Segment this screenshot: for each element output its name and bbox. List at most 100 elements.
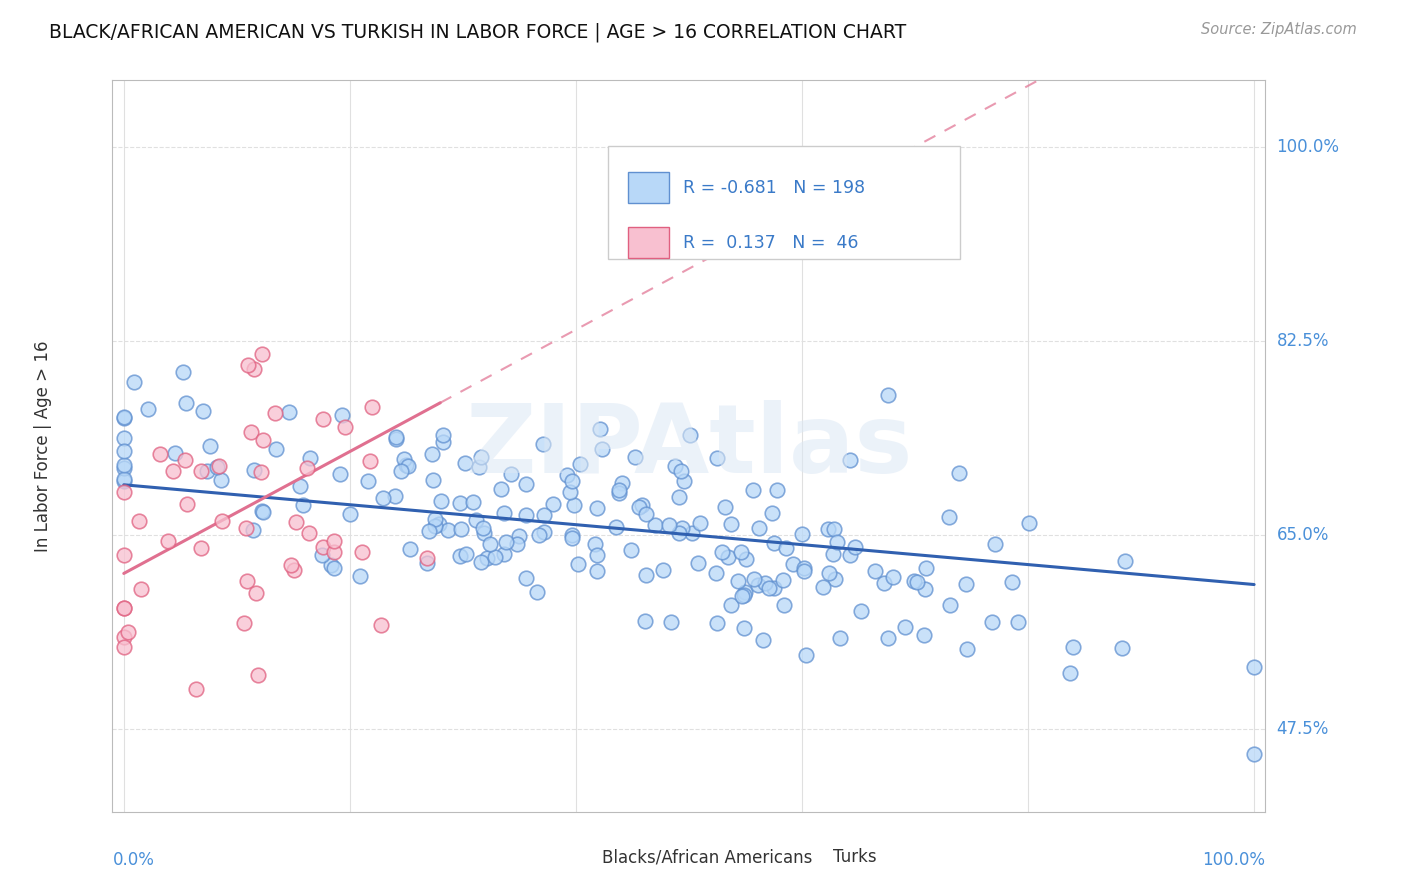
Text: Turks: Turks — [832, 848, 877, 866]
Text: R = -0.681   N = 198: R = -0.681 N = 198 — [683, 178, 865, 197]
Point — [243, 463, 266, 477]
Point — [330, 408, 353, 422]
Point — [717, 549, 740, 564]
Point — [122, 375, 145, 389]
Point — [359, 454, 381, 468]
Point — [396, 459, 419, 474]
Point — [295, 461, 318, 475]
Point — [373, 491, 395, 505]
Point — [450, 522, 472, 536]
Point — [668, 525, 690, 540]
Point — [607, 485, 630, 500]
Point — [658, 518, 681, 533]
Point — [758, 581, 780, 595]
Point — [449, 549, 471, 563]
Point — [391, 464, 413, 478]
Point — [825, 535, 848, 549]
Point — [484, 549, 506, 564]
Point — [515, 508, 537, 523]
Point — [720, 516, 742, 531]
Point — [644, 517, 666, 532]
FancyBboxPatch shape — [787, 848, 824, 866]
Point — [471, 521, 494, 535]
Point — [190, 541, 212, 555]
Point — [195, 464, 218, 478]
Point — [955, 577, 977, 591]
Point — [873, 575, 896, 590]
Point — [190, 464, 212, 478]
Point — [384, 433, 406, 447]
Point — [149, 447, 172, 461]
Point — [914, 582, 936, 597]
Point — [668, 491, 690, 505]
Point — [385, 430, 408, 444]
Text: 47.5%: 47.5% — [1277, 720, 1329, 738]
Point — [533, 524, 555, 539]
Point — [357, 474, 380, 488]
Point — [811, 580, 834, 594]
Point — [714, 500, 737, 514]
Point — [437, 523, 460, 537]
Point — [586, 548, 609, 562]
Point — [193, 403, 215, 417]
Point — [775, 541, 797, 555]
Point — [939, 598, 962, 612]
Point — [298, 525, 321, 540]
Point — [235, 521, 257, 535]
Point — [533, 508, 555, 522]
Point — [824, 572, 846, 586]
Point — [672, 474, 695, 488]
Point — [250, 347, 273, 361]
Point — [752, 632, 775, 647]
Point — [679, 428, 702, 442]
Point — [561, 475, 583, 489]
Point — [588, 422, 610, 436]
FancyBboxPatch shape — [628, 172, 669, 203]
Point — [252, 434, 274, 448]
Point — [112, 484, 135, 499]
Point — [172, 365, 194, 379]
Point — [423, 512, 446, 526]
Point — [323, 545, 346, 559]
Point — [839, 453, 862, 467]
Point — [669, 464, 692, 478]
Point — [288, 479, 311, 493]
Point — [568, 457, 591, 471]
Point — [449, 495, 471, 509]
Point — [112, 601, 135, 615]
Point — [591, 442, 613, 457]
Point — [1114, 554, 1136, 568]
Point — [706, 615, 728, 630]
Point — [173, 452, 195, 467]
Point — [243, 361, 266, 376]
Point — [711, 545, 734, 559]
Point — [465, 512, 488, 526]
Point — [468, 460, 491, 475]
Point — [515, 477, 537, 491]
Point — [112, 410, 135, 425]
Point — [112, 444, 135, 458]
Point — [634, 614, 657, 628]
Point — [454, 547, 477, 561]
Point — [876, 388, 898, 402]
Point — [734, 584, 756, 599]
Point — [470, 450, 492, 465]
Text: In Labor Force | Age > 16: In Labor Force | Age > 16 — [34, 340, 52, 552]
Point — [844, 540, 866, 554]
Point — [586, 501, 609, 516]
Point — [882, 570, 904, 584]
Point — [252, 505, 274, 519]
Point — [264, 442, 287, 456]
Point — [236, 359, 259, 373]
Point — [984, 537, 1007, 551]
Point — [560, 485, 582, 500]
Point — [938, 509, 960, 524]
Point — [112, 600, 135, 615]
Point — [112, 640, 135, 654]
Point — [912, 627, 935, 641]
Point — [741, 483, 763, 497]
Point — [186, 682, 208, 697]
Point — [392, 452, 415, 467]
Point — [659, 615, 682, 629]
Point — [299, 450, 322, 465]
